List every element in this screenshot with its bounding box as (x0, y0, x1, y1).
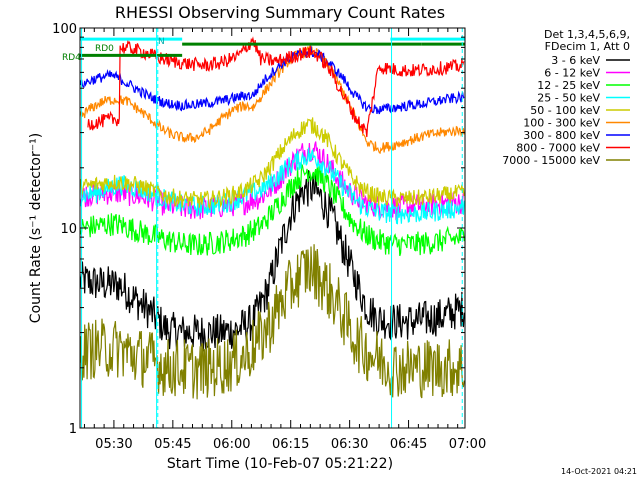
legend: Det 1,3,4,5,6,9,FDecim 1, Att 03 - 6 keV… (502, 28, 630, 167)
x-tick-label: 06:00 (213, 437, 250, 452)
annotation-rd0: RD0 (95, 44, 114, 54)
series-line-3 (80, 162, 465, 257)
x-tick-label: 06:30 (331, 437, 368, 452)
series-line-6 (80, 46, 465, 155)
legend-label: 25 - 50 keV (537, 92, 600, 105)
x-tick-label: 06:15 (272, 437, 309, 452)
y-tick-label: 100 (52, 22, 77, 37)
legend-label: 800 - 7000 keV (516, 142, 600, 155)
legend-label: 12 - 25 keV (537, 79, 600, 92)
series-line-5 (80, 117, 465, 210)
legend-label: 3 - 6 keV (551, 54, 600, 67)
legend-header: FDecim 1, Att 0 (545, 40, 630, 53)
series-line-2 (80, 141, 465, 221)
series-layer (80, 36, 465, 400)
x-axis-label: Start Time (10-Feb-07 05:21:22) (167, 456, 393, 472)
y-tick-label: 1 (69, 422, 77, 437)
x-tick-label: 07:00 (449, 437, 486, 452)
series-line-9 (80, 244, 465, 400)
series-line-7 (80, 45, 465, 115)
legend-label: 6 - 12 keV (544, 67, 600, 80)
x-tick-label: 05:45 (154, 437, 191, 452)
axis-layer: RD0 RD4 N 1 10 100 05:30 05:45 06:00 06:15 06:30 06… (52, 22, 486, 452)
legend-label: 50 - 100 keV (530, 104, 600, 117)
footer-date: 14-Oct-2021 04:21 (561, 467, 637, 476)
series-line-1 (80, 170, 465, 352)
legend-label: 300 - 800 keV (523, 129, 600, 142)
legend-label: 100 - 300 keV (523, 117, 600, 130)
x-tick-label: 05:30 (95, 437, 132, 452)
y-axis-label: Count Rate (s⁻¹ detector⁻¹) (28, 133, 44, 323)
annotation-n: N (158, 37, 165, 47)
legend-header: Det 1,3,4,5,6,9, (544, 28, 630, 41)
y-tick-label: 10 (60, 222, 77, 237)
legend-label: 7000 - 15000 keV (502, 154, 600, 167)
x-tick-label: 06:45 (390, 437, 427, 452)
chart-title: RHESSI Observing Summary Count Rates (115, 3, 445, 22)
series-line-8 (87, 36, 465, 138)
annotation-rd4: RD4 (62, 53, 81, 63)
